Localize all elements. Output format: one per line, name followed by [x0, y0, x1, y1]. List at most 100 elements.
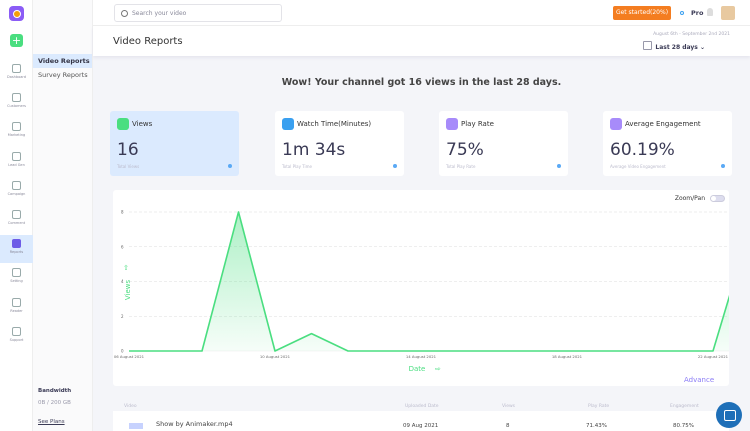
topbar: Search your video Get started(20%) Pro [93, 0, 750, 26]
zoom-pan-label: Zoom/Pan [674, 195, 705, 202]
page-title: Video Reports [113, 36, 183, 47]
bandwidth-label: Bandwidth [38, 388, 72, 394]
summary-text: Wow! Your channel got 16 views in the la… [281, 77, 562, 88]
status-dot-icon [680, 11, 684, 15]
card-value: 16 [117, 140, 139, 160]
rail-item-label: Reports [9, 250, 24, 255]
create-button[interactable]: + [10, 34, 23, 47]
x-axis-label: Date [409, 365, 426, 373]
arrow-right-icon: ⇨ [435, 365, 441, 373]
engagement-value: 80.75% [673, 423, 694, 429]
avatar[interactable] [721, 6, 735, 20]
setting-icon [12, 268, 21, 278]
support-icon [12, 326, 21, 336]
submenu: Video Reports Survey Reports [33, 0, 93, 431]
card-icon [446, 118, 458, 130]
col-play-rate: Play Rate [588, 404, 610, 409]
submenu-video-reports[interactable]: Video Reports [33, 54, 92, 68]
rail-item-comment[interactable]: Comment [0, 206, 33, 234]
stat-card-views[interactable]: Views 16 Total Views [110, 111, 239, 176]
reports-icon [12, 239, 21, 249]
views-chart: Zoom/Pan 0 2 4 6 8 06 August 2021 10 August 20… [113, 190, 729, 386]
rail-item-label: Support [9, 337, 24, 342]
comment-icon [12, 210, 21, 219]
stat-card-watch-time-minutes-[interactable]: Watch Time(Minutes) 1m 34s Total Play Time [275, 111, 404, 176]
card-title: Views [132, 120, 153, 128]
rail-item-label: Customers [7, 104, 26, 109]
video-thumbnail [129, 423, 143, 429]
rail-item-label: Campaign [7, 191, 26, 196]
bell-icon[interactable] [707, 8, 713, 16]
x-tick-label: 18 August 2021 [552, 354, 583, 359]
col-engagement: Engagement [670, 404, 699, 409]
card-subtitle: Total Views [117, 164, 140, 169]
x-tick-label: 14 August 2021 [406, 354, 437, 359]
card-title: Average Engagement [625, 120, 701, 128]
stat-card-play-rate[interactable]: Play Rate 75% Total Play Rate [439, 111, 568, 176]
card-subtitle: Average Video Engagement [610, 164, 666, 169]
rail-item-setting[interactable]: Setting [0, 264, 33, 292]
plan-badge: Pro [691, 9, 704, 17]
rail-item-dashboard[interactable]: Dashboard [0, 60, 33, 88]
stat-card-average-engagement[interactable]: Average Engagement 60.19% Average Video En… [603, 111, 732, 176]
date-range: August 6th - September 2nd 2021 [653, 32, 730, 37]
marketing-icon [12, 122, 21, 132]
search-input[interactable]: Search your video [114, 4, 282, 22]
card-subtitle: Total Play Rate [446, 164, 476, 169]
rail-item-reader[interactable]: Reader [0, 294, 33, 322]
zoom-pan-toggle[interactable] [710, 195, 725, 202]
reader-icon [12, 297, 21, 307]
app-logo[interactable] [9, 6, 24, 21]
chevron-down-icon: ⌄ [699, 44, 705, 51]
col-video: Video [124, 404, 137, 409]
page-header: Video Reports August 6th - September 2nd… [93, 26, 750, 56]
get-started-button[interactable]: Get started(20%) [613, 6, 671, 20]
y-tick-label: 4 [121, 279, 124, 284]
rail-item-label: Lead Gen [8, 162, 25, 167]
info-icon[interactable] [393, 164, 397, 168]
chat-button[interactable] [716, 402, 742, 428]
info-icon[interactable] [557, 164, 561, 168]
info-icon[interactable] [228, 164, 232, 168]
bandwidth-value: 0B / 200 GB [38, 400, 71, 406]
rail-item-marketing[interactable]: Marketing [0, 118, 33, 146]
series-line [129, 211, 729, 352]
info-icon[interactable] [721, 164, 725, 168]
lead-gen-icon [12, 151, 21, 161]
chart-svg: 0 2 4 6 8 06 August 2021 10 August 2021 14 Augu… [114, 210, 729, 373]
uploaded-date: 09 Aug 2021 [403, 423, 439, 429]
y-tick-label: 2 [121, 314, 124, 319]
rail-item-lead-gen[interactable]: Lead Gen [0, 148, 33, 176]
table-row[interactable]: Show by Animaker.mp4 09 Aug 2021 8 71.43… [113, 411, 729, 431]
x-tick-label: 22 August 2021 [698, 354, 729, 359]
col-uploaded: Uploaded Date [405, 404, 439, 409]
card-icon [610, 118, 622, 130]
period-label: Last 28 days [655, 44, 698, 51]
card-value: 60.19% [610, 140, 675, 160]
card-title: Play Rate [461, 120, 494, 128]
video-name[interactable]: Show by Animaker.mp4 [156, 420, 233, 428]
rail-item-reports[interactable]: Reports [0, 235, 33, 264]
rail-item-customers[interactable]: Customers [0, 89, 33, 117]
card-icon [282, 118, 294, 130]
y-tick-label: 8 [121, 210, 124, 215]
area-fill [129, 212, 729, 351]
arrow-up-icon: ⇧ [123, 264, 129, 272]
period-dropdown[interactable]: Last 28 days ⌄ [643, 41, 705, 51]
card-title: Watch Time(Minutes) [297, 120, 372, 128]
advance-link[interactable]: Advance [684, 376, 715, 384]
campaign-icon [12, 180, 21, 190]
play-rate-value: 71.43% [586, 423, 607, 429]
rail-item-label: Setting [10, 279, 23, 284]
rail-item-support[interactable]: Support [0, 323, 33, 351]
card-value: 1m 34s [282, 140, 346, 160]
see-plans-link[interactable]: See Plans [38, 419, 65, 425]
rail-item-campaign[interactable]: Campaign [0, 177, 33, 205]
card-subtitle: Total Play Time [282, 164, 313, 169]
customers-icon [12, 93, 21, 103]
submenu-survey-reports[interactable]: Survey Reports [38, 71, 88, 79]
rail-item-label: Reader [10, 308, 23, 313]
x-tick-label: 10 August 2021 [260, 354, 291, 359]
rail-item-label: Marketing [7, 133, 26, 138]
views-value: 8 [506, 423, 510, 429]
